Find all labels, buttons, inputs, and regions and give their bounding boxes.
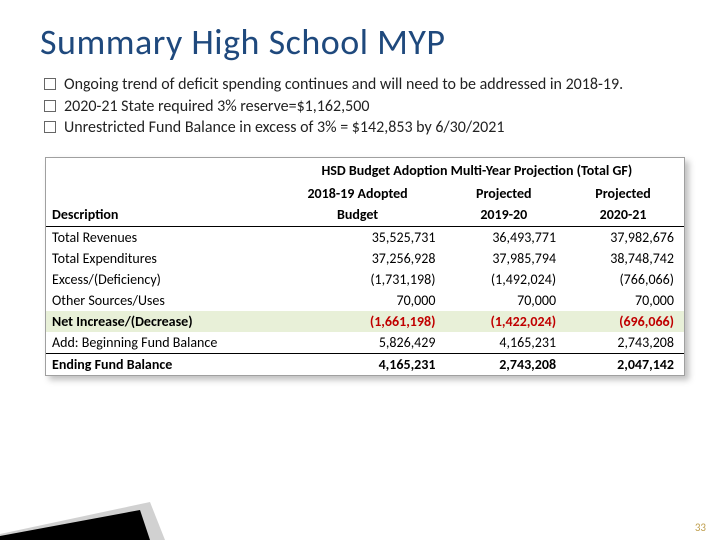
bullet-list: Ongoing trend of deficit spending contin…	[40, 74, 690, 139]
page-number: 33	[695, 521, 706, 534]
row-value: 4,165,231	[445, 332, 566, 354]
table-row: Total Revenues35,525,73136,493,77137,982…	[46, 226, 684, 248]
row-value: 35,525,731	[274, 226, 446, 248]
row-desc: Excess/(Deficiency)	[46, 269, 274, 290]
decorative-accent	[0, 490, 180, 540]
row-value: 37,256,928	[274, 248, 446, 269]
bullet-item: Unrestricted Fund Balance in excess of 3…	[44, 117, 690, 139]
row-value: 36,493,771	[445, 226, 566, 248]
table-row: Add: Beginning Fund Balance5,826,4294,16…	[46, 332, 684, 354]
col-3b: 2020-21	[566, 204, 684, 227]
row-desc: Other Sources/Uses	[46, 290, 274, 311]
bullet-text: Ongoing trend of deficit spending contin…	[64, 74, 690, 96]
row-value: 2,743,208	[566, 332, 684, 354]
col-1b: Budget	[274, 204, 446, 227]
row-value: 70,000	[274, 290, 446, 311]
row-value: 37,982,676	[566, 226, 684, 248]
col-1a: 2018-19 Adopted	[274, 181, 446, 204]
col-2b: 2019-20	[445, 204, 566, 227]
row-value: 4,165,231	[274, 353, 446, 375]
row-desc: Total Expenditures	[46, 248, 274, 269]
bullet-item: 2020-21 State required 3% reserve=$1,162…	[44, 96, 690, 118]
projection-table: HSD Budget Adoption Multi-Year Projectio…	[45, 157, 685, 376]
row-desc: Ending Fund Balance	[46, 353, 274, 375]
col-2a: Projected	[445, 181, 566, 204]
row-value: (766,066)	[566, 269, 684, 290]
col-3a: Projected	[566, 181, 684, 204]
col-desc-a	[46, 181, 274, 204]
row-value: (1,731,198)	[274, 269, 446, 290]
row-value: 70,000	[566, 290, 684, 311]
row-value: 37,985,794	[445, 248, 566, 269]
page-title: Summary High School MYP	[40, 20, 690, 64]
bullet-text: 2020-21 State required 3% reserve=$1,162…	[64, 96, 690, 118]
row-value: 2,743,208	[445, 353, 566, 375]
table-row: Total Expenditures37,256,92837,985,79438…	[46, 248, 684, 269]
bullet-item: Ongoing trend of deficit spending contin…	[44, 74, 690, 96]
row-value: 70,000	[445, 290, 566, 311]
row-value: 38,748,742	[566, 248, 684, 269]
table-row: Excess/(Deficiency)(1,731,198)(1,492,024…	[46, 269, 684, 290]
row-desc: Total Revenues	[46, 226, 274, 248]
bullet-marker-icon	[44, 78, 56, 90]
row-value: (696,066)	[566, 311, 684, 332]
table-top-header: HSD Budget Adoption Multi-Year Projectio…	[274, 158, 684, 181]
row-value: (1,422,024)	[445, 311, 566, 332]
row-value: (1,492,024)	[445, 269, 566, 290]
row-value: 5,826,429	[274, 332, 446, 354]
row-value: 2,047,142	[566, 353, 684, 375]
row-desc: Net Increase/(Decrease)	[46, 311, 274, 332]
table-row: Net Increase/(Decrease)(1,661,198)(1,422…	[46, 311, 684, 332]
row-desc: Add: Beginning Fund Balance	[46, 332, 274, 354]
table-row: Ending Fund Balance4,165,2312,743,2082,0…	[46, 353, 684, 375]
table-row: Other Sources/Uses70,00070,00070,000	[46, 290, 684, 311]
bullet-marker-icon	[44, 121, 56, 133]
row-value: (1,661,198)	[274, 311, 446, 332]
bullet-marker-icon	[44, 100, 56, 112]
col-desc: Description	[46, 204, 274, 227]
bullet-text: Unrestricted Fund Balance in excess of 3…	[64, 117, 690, 139]
